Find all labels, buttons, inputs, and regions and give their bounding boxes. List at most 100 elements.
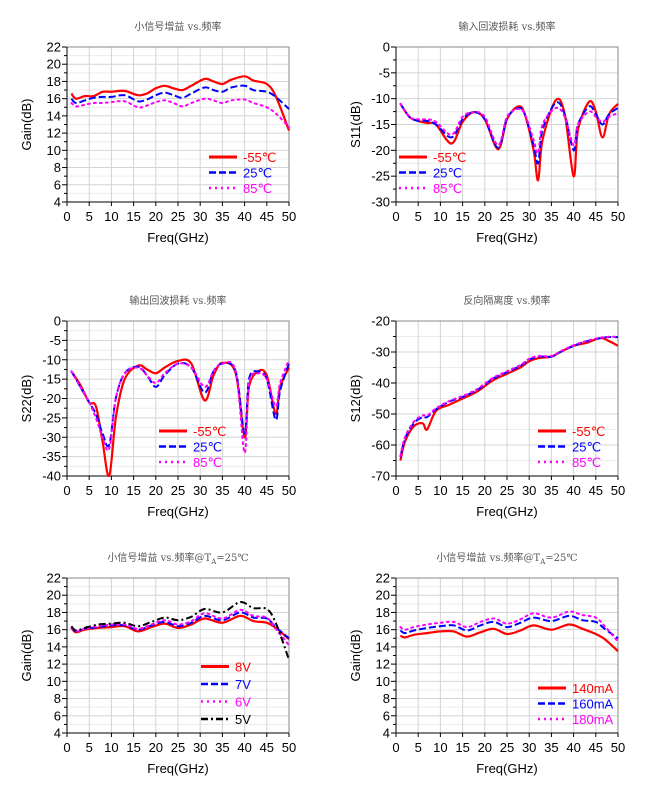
x-tick-label: 10 — [104, 209, 118, 224]
x-tick-label: 15 — [126, 483, 140, 498]
y-tick-label: 6 — [54, 177, 61, 192]
y-tick-label: 18 — [376, 605, 390, 620]
chart-title: 小信号增益 vs.频率 — [134, 20, 221, 33]
x-tick-label: 50 — [611, 483, 625, 498]
series-line-3 — [399, 610, 619, 643]
x-tick-label: 0 — [392, 740, 399, 755]
x-tick-label: 40 — [566, 209, 580, 224]
x-tick-label: 30 — [522, 740, 536, 755]
legend-label: 85℃ — [433, 181, 462, 196]
y-tick-label: -60 — [371, 438, 390, 453]
series-line-2 — [70, 84, 290, 110]
chart-title-text: 小信号增益 vs.频率@T — [107, 551, 211, 564]
x-tick-label: 20 — [478, 740, 492, 755]
y-tick-label: -30 — [371, 195, 390, 210]
x-tick-label: 20 — [149, 740, 163, 755]
y-tick-label: 16 — [47, 91, 61, 106]
legend-label: 6V — [235, 695, 251, 710]
y-tick-label: 6 — [54, 708, 61, 723]
y-tick-label: -50 — [371, 407, 390, 422]
chart-title: 输出回波损耗 vs.频率 — [129, 294, 226, 307]
y-tick-label: -30 — [42, 430, 61, 445]
legend-label: 25℃ — [243, 166, 272, 181]
x-tick-label: 5 — [415, 483, 422, 498]
series-line-2 — [70, 611, 290, 640]
legend-label: 180mA — [572, 712, 614, 727]
series-line-3 — [70, 97, 290, 129]
x-tick-label: 0 — [392, 483, 399, 498]
legend-label: -55℃ — [243, 150, 276, 165]
y-axis-label: Gain(dB) — [348, 629, 363, 681]
legend-label: 25℃ — [193, 440, 222, 455]
y-tick-label: 20 — [47, 588, 61, 603]
x-tick-label: 5 — [86, 483, 93, 498]
y-tick-label: 0 — [383, 40, 390, 55]
y-axis-label: Gain(dB) — [19, 98, 34, 150]
x-tick-label: 5 — [86, 209, 93, 224]
y-tick-label: -20 — [371, 143, 390, 158]
chart-title: 反向隔离度 vs.频率 — [463, 294, 550, 307]
x-tick-label: 10 — [433, 209, 447, 224]
legend-label: 7V — [235, 677, 251, 692]
y-tick-label: -15 — [371, 117, 390, 132]
x-tick-label: 5 — [86, 740, 93, 755]
x-axis-label: Freq(GHz) — [147, 504, 208, 519]
x-tick-label: 35 — [215, 483, 229, 498]
x-tick-label: 45 — [589, 483, 603, 498]
x-tick-label: 40 — [237, 483, 251, 498]
x-tick-label: 40 — [566, 483, 580, 498]
y-tick-label: 20 — [376, 588, 390, 603]
x-tick-label: 10 — [104, 740, 118, 755]
series-line-2 — [399, 101, 619, 165]
legend-label: 85℃ — [193, 455, 222, 470]
series-line-3 — [399, 335, 619, 457]
x-tick-label: 25 — [500, 740, 514, 755]
x-tick-label: 20 — [149, 483, 163, 498]
x-tick-label: 25 — [500, 483, 514, 498]
x-tick-label: 0 — [63, 483, 70, 498]
y-tick-label: -10 — [371, 91, 390, 106]
y-tick-label: -10 — [42, 352, 61, 367]
chart-4: 反向隔离度 vs.频率 -70 -60 -50 -40 -30 -20 0 5 10 15 20 25 3… — [348, 294, 625, 519]
x-tick-label: 50 — [611, 209, 625, 224]
x-tick-label: 0 — [392, 209, 399, 224]
chart-title-tail: =25℃ — [545, 553, 577, 564]
series-line-1 — [399, 623, 619, 653]
chart-5: 小信号增益 vs.频率@TA=25℃ 4 6 8 10 12 14 16 18 20 22 0 5 10 1… — [19, 551, 296, 776]
x-tick-label: 40 — [237, 209, 251, 224]
chart-2: 输入回波损耗 vs.频率 -30 -25 -20 -15 -10 -5 0 0 5 10 15 20 25… — [348, 20, 625, 245]
legend-label: -55℃ — [433, 150, 466, 165]
x-tick-label: 10 — [104, 483, 118, 498]
x-tick-label: 35 — [215, 209, 229, 224]
legend-label: 85℃ — [243, 181, 272, 196]
y-tick-label: -30 — [371, 345, 390, 360]
series-line-3 — [70, 608, 290, 647]
chart-title-subscript: A — [539, 558, 546, 566]
series-line-2 — [399, 614, 619, 640]
y-tick-label: 6 — [383, 708, 390, 723]
x-tick-label: 45 — [260, 209, 274, 224]
y-axis-label: S11(dB) — [348, 101, 363, 148]
y-tick-label: 16 — [376, 622, 390, 637]
x-tick-label: 10 — [433, 483, 447, 498]
chart-title-tail: =25℃ — [216, 553, 248, 564]
y-tick-label: 14 — [47, 108, 61, 123]
y-tick-label: 20 — [47, 57, 61, 72]
y-tick-label: 14 — [47, 639, 61, 654]
y-tick-label: 18 — [47, 74, 61, 89]
x-tick-label: 50 — [282, 483, 296, 498]
x-tick-label: 45 — [260, 483, 274, 498]
x-axis-label: Freq(GHz) — [147, 761, 208, 776]
x-tick-label: 45 — [589, 209, 603, 224]
series-line-3 — [70, 358, 290, 454]
y-tick-label: -25 — [371, 169, 390, 184]
y-axis-label: S12(dB) — [348, 375, 363, 423]
series-line-2 — [70, 361, 290, 448]
x-tick-label: 40 — [237, 740, 251, 755]
x-tick-label: 25 — [171, 740, 185, 755]
x-tick-label: 5 — [415, 740, 422, 755]
y-tick-label: 4 — [54, 726, 61, 741]
x-tick-label: 15 — [126, 209, 140, 224]
y-tick-label: 18 — [47, 605, 61, 620]
